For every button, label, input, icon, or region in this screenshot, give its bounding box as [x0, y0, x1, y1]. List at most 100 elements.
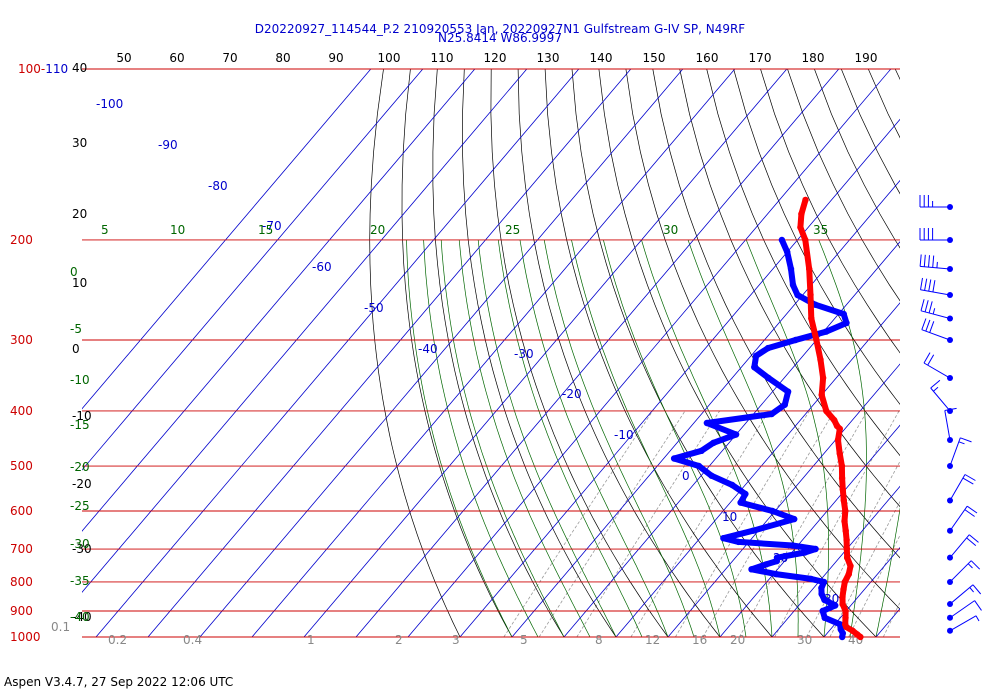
temperature-profile-point: [823, 407, 830, 415]
wind-barb-staff: [949, 584, 974, 605]
temperature-profile-point: [838, 462, 846, 470]
dewpoint-profile-point: [670, 455, 678, 462]
temperature-profile-point: [843, 545, 850, 553]
left-axis-label: 10: [72, 276, 87, 290]
top-axis-tick-label: 160: [696, 51, 719, 65]
wind-barb: [947, 437, 972, 470]
pressure-label: 800: [10, 575, 33, 589]
wind-barb-flag: [964, 474, 976, 481]
temperature-profile-point: [842, 607, 849, 615]
wind-barb-flag: [927, 354, 935, 366]
wind-barb-staff: [944, 410, 951, 441]
dry-adiabat-line: [949, 69, 1000, 637]
isotherm-line: [147, 68, 632, 638]
wind-barb-flag: [925, 319, 931, 332]
dewpoint-profile-point: [769, 507, 776, 515]
mixing-ratio-line: [576, 410, 720, 638]
dewpoint-profile-point: [752, 352, 760, 360]
mixing-ratio-label: 3: [452, 633, 460, 647]
isotherm-line: [199, 68, 684, 638]
temperature-profile-point: [833, 422, 841, 430]
moist-adiabat-line: [423, 239, 539, 638]
isotherm-label: -90: [158, 138, 178, 152]
top-axis-tick-label: 180: [802, 51, 825, 65]
mixing-ratio-label: 0.1: [51, 620, 70, 634]
wind-barb-flag: [932, 308, 936, 315]
dewpoint-profile-point: [764, 344, 772, 352]
mixing-ratio-label: 8: [595, 633, 603, 647]
left-axis-label: -30: [72, 542, 92, 556]
dewpoint-profile: [671, 237, 850, 640]
dry-adiabat-line: [462, 68, 617, 638]
mixing-ratio-label: 16: [692, 633, 707, 647]
dewpoint-profile-point: [765, 374, 772, 382]
wind-barb-flag: [920, 299, 925, 311]
top-axis-tick-label: 140: [590, 51, 613, 65]
dewpoint-profile-point: [792, 336, 799, 344]
isotherm-line: [928, 69, 1000, 637]
pressure-label: 1000: [10, 630, 41, 644]
isotherm-label: -30: [514, 347, 534, 361]
isotherm-line: [82, 68, 528, 593]
isotherm-label: -70: [262, 219, 282, 233]
moist-adiabat-line: [875, 507, 900, 638]
dewpoint-profile-point: [794, 291, 801, 299]
dewpoint-profile-point: [787, 265, 795, 273]
isotherm-label: -10: [614, 428, 634, 442]
top-axis-tick-label: 60: [169, 51, 184, 65]
mixing-ratio-label: 5: [520, 633, 528, 647]
wind-barb-flag: [958, 441, 965, 445]
dewpoint-profile-point: [778, 236, 786, 244]
top-axis-tick-label: 130: [537, 51, 560, 65]
theta-left-label: -35: [70, 574, 90, 588]
dry-adiabat-line: [571, 68, 825, 638]
dewpoint-profile-point: [781, 401, 788, 408]
wind-barb: [947, 600, 982, 621]
theta-label: 5: [101, 223, 109, 237]
temperature-profile-point: [802, 196, 809, 204]
wind-barb-flag: [967, 563, 973, 569]
left-axis-label: 0: [72, 342, 80, 356]
wind-barb-flag: [944, 407, 957, 411]
top-axis-tick-label: 80: [275, 51, 290, 65]
chart-profiles: [670, 196, 864, 641]
isotherm-label: -60: [312, 260, 332, 274]
moist-adiabat-line: [902, 240, 977, 637]
wind-barb: [944, 407, 957, 444]
moist-adiabat-line: [641, 239, 773, 638]
dewpoint-profile-point: [710, 439, 717, 446]
wind-barb: [920, 277, 953, 299]
dewpoint-profile-point: [698, 447, 705, 454]
dewpoint-profile-point: [773, 554, 781, 561]
mixing-ratio-label: 30: [797, 633, 812, 647]
dewpoint-profile-point: [762, 561, 770, 568]
wind-barb-flag: [966, 505, 978, 514]
wind-barb-flag: [924, 278, 928, 291]
temperature-profile-point: [838, 474, 846, 482]
dewpoint-profile-point: [784, 248, 791, 256]
dry-adiabat-line: [432, 68, 565, 638]
temperature-profile-point: [817, 356, 824, 363]
wind-barb: [919, 228, 953, 243]
wind-barb: [947, 505, 978, 534]
pressure-label: 500: [10, 459, 33, 473]
temperature-profile-point: [841, 517, 848, 525]
mixing-ratio-line: [630, 410, 770, 638]
dewpoint-profile-point: [749, 527, 757, 534]
wind-barb-flag: [930, 379, 941, 389]
dewpoint-profile-point: [801, 549, 808, 556]
mixing-ratio-label: 12: [645, 633, 660, 647]
wind-barb-flag: [960, 437, 972, 443]
wind-barb-flag: [964, 509, 975, 517]
dry-adiabat-line: [787, 68, 900, 302]
left-axis-label: 30: [72, 136, 87, 150]
dry-adiabat-line: [598, 68, 877, 638]
temperature-profile-point: [798, 210, 805, 218]
left-axis-label: -20: [72, 477, 92, 491]
isotherm-label: 0: [682, 469, 690, 483]
theta-label: 25: [505, 223, 520, 237]
isotherm-line: [511, 179, 900, 638]
dry-adiabat-line: [922, 69, 1000, 637]
dewpoint-profile-point: [720, 535, 727, 542]
